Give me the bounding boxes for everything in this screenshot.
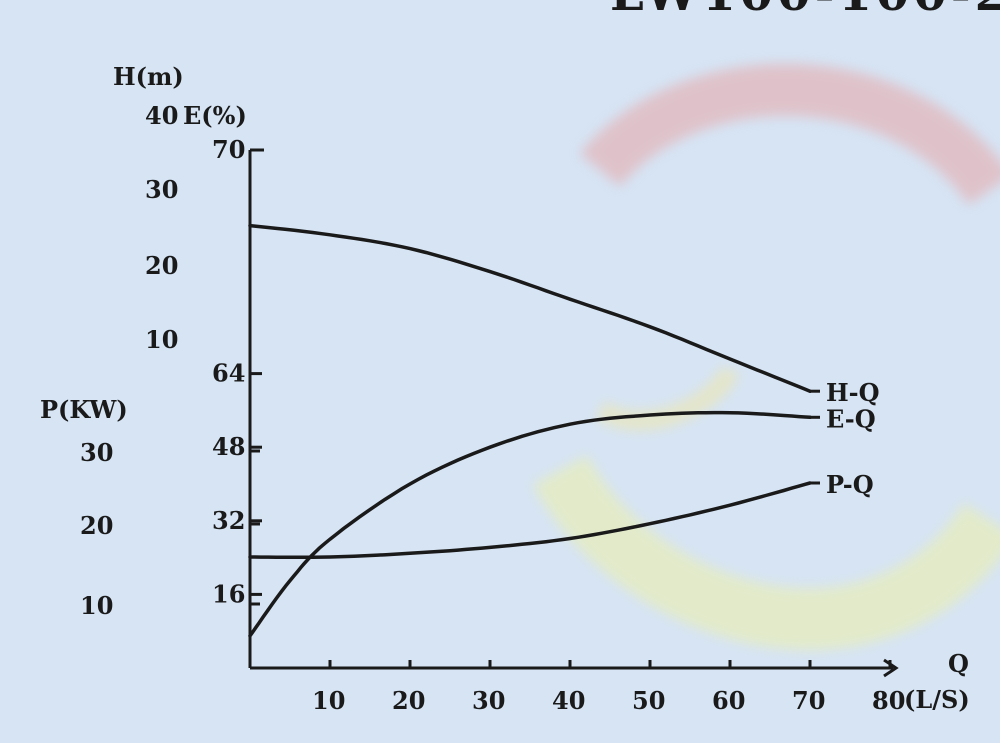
x-tick-label: 60: [712, 686, 745, 715]
h-axis-title: H(m): [113, 62, 184, 91]
h-tick-label: 30: [145, 175, 178, 204]
x-tick-label: 70: [792, 686, 825, 715]
h-tick-label: 20: [145, 251, 178, 280]
x-tick-label: 30: [472, 686, 505, 715]
e-tick-label: 48: [212, 432, 245, 461]
watermark-logo: [532, 63, 1000, 651]
series-line-e-q: [248, 410, 812, 638]
labels: 10 20 30 40 50 60 70 80 16 32 48 64 70 E(%) 10 20 30 40 H(…: [40, 62, 970, 715]
x-tick-label: 10: [312, 686, 345, 715]
e-tick-label: 64: [212, 359, 245, 388]
series-label-h-q: H-Q: [826, 378, 880, 407]
series-label-e-q: E-Q: [826, 404, 876, 433]
e-tick-label: 70: [212, 135, 245, 164]
p-tick-label: 20: [80, 511, 113, 540]
e-axis-title: E(%): [183, 101, 247, 130]
series-line-h-q: [248, 223, 812, 393]
series-label-p-q: P-Q: [826, 470, 874, 499]
e-tick-label: 32: [212, 506, 245, 535]
axes: [248, 148, 899, 678]
p-tick-label: 10: [80, 591, 113, 620]
curves: [248, 223, 820, 638]
x-tick-label: 80: [872, 686, 905, 715]
x-axis-arrow: [883, 658, 899, 678]
x-axis-unit: (L/S): [904, 685, 970, 714]
x-tick-label: 20: [392, 686, 425, 715]
series-line-p-q: [248, 481, 812, 560]
p-tick-label: 30: [80, 438, 113, 467]
h-tick-label: 10: [145, 325, 178, 354]
e-tick-label: 16: [212, 579, 245, 608]
x-axis-symbol: Q: [948, 649, 969, 678]
p-axis-title: P(KW): [40, 395, 128, 424]
h-tick-label: 40: [145, 101, 178, 130]
x-tick-label: 40: [552, 686, 585, 715]
x-tick-label: 50: [632, 686, 665, 715]
header-title-fragment: LW100-100-20: [610, 0, 1000, 22]
